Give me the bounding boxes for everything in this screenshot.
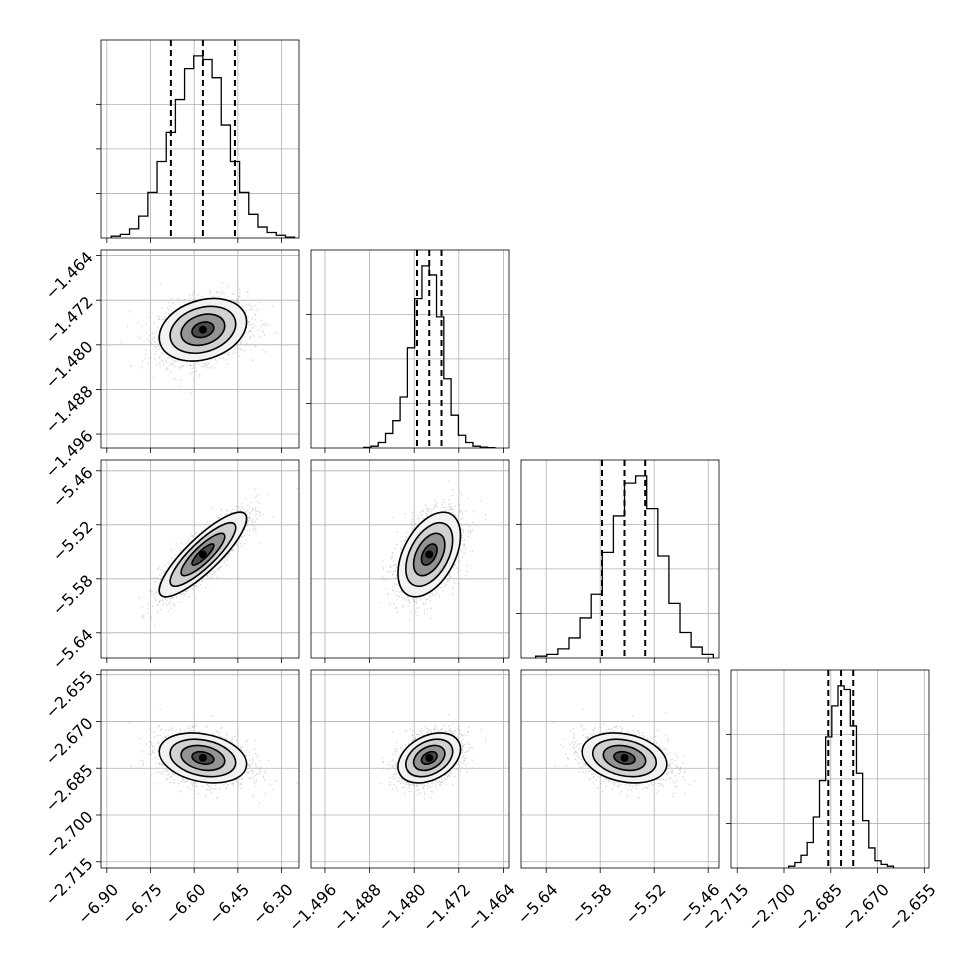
density-contours [397,732,462,784]
y-tick-label-2-0: −5.64 [49,625,97,673]
x-tick-label-0-3: −6.45 [205,880,253,928]
y-tick-label-3-1: −2.700 [41,807,96,862]
y-tick-label-2-1: −5.58 [49,571,97,619]
panel-content [788,670,895,868]
y-tick-labels: −1.496−1.488−1.480−1.472−1.464−5.64−5.58… [41,248,96,909]
panel-content [553,708,696,799]
y-tick-label-1-2: −1.480 [41,337,96,392]
x-tick-label-3-4: −2.655 [884,880,939,935]
density-peak [198,753,207,762]
panel-frame [310,669,510,869]
density-peak [198,550,207,559]
panel-content [535,460,714,658]
panel-2-2 [516,459,720,663]
histogram-0 [110,55,296,238]
panel-content [110,40,296,238]
panel-content [380,480,487,621]
panel-frame [100,249,300,449]
panel-ticks [324,658,504,663]
density-contours [158,511,248,598]
density-peak [198,325,207,334]
panel-frame [100,39,300,239]
panel-frame [310,459,510,659]
grid [311,250,509,448]
grid [101,670,299,868]
panel-background [101,40,299,238]
panel-3-3 [726,669,930,873]
y-tick-label-3-3: −2.670 [41,714,96,769]
panel-content [120,281,277,394]
panel-2-1 [310,459,510,663]
grid [101,40,299,238]
density-peak [425,753,434,762]
x-tick-label-1-2: −1.480 [374,880,429,935]
panel-frame [520,669,720,869]
panel-ticks [96,674,282,873]
panel-3-1 [310,669,510,873]
x-tick-label-1-4: −1.464 [463,880,518,935]
panel-background [521,460,719,658]
panel-ticks [96,470,282,663]
x-tick-label-2-0: −5.64 [513,880,561,928]
panel-ticks [96,103,282,243]
panel-1-0 [96,249,300,453]
y-tick-label-1-4: −1.464 [41,248,96,303]
x-tick-label-0-0: −6.90 [74,880,122,928]
panel-2-0 [96,459,300,663]
panel-content [363,250,496,448]
density-peak [425,550,434,559]
panel-ticks [324,868,504,873]
panel-frame [730,669,930,869]
x-tick-label-1-3: −1.472 [419,880,474,935]
y-tick-label-2-2: −5.52 [49,517,97,565]
panel-content [380,714,487,800]
density-contours [581,732,668,784]
panel-ticks [726,733,925,873]
density-contours [158,297,248,362]
x-tick-label-3-2: −2.685 [791,880,846,935]
y-tick-label-1-3: −1.472 [41,292,96,347]
histogram-2 [535,475,714,658]
y-tick-label-3-2: −2.685 [41,760,96,815]
x-tick-label-0-1: −6.75 [118,880,166,928]
panel-frame [100,669,300,869]
density-contours [158,732,248,784]
panel-frame [310,249,510,449]
panel-3-2 [520,669,720,873]
x-tick-label-3-1: −2.700 [744,880,799,935]
x-tick-label-3-3: −2.670 [838,880,893,935]
x-tick-label-0-2: −6.60 [161,880,209,928]
panel-ticks [306,313,504,453]
x-tick-label-1-1: −1.488 [330,880,385,935]
x-tick-label-2-2: −5.52 [621,880,669,928]
panel-ticks [545,868,709,873]
panel-background [311,250,509,448]
panel-3-0 [96,669,300,873]
panel-0-0 [96,39,300,243]
grid [521,460,719,658]
x-tick-labels: −6.90−6.75−6.60−6.45−6.30−1.496−1.488−1.… [74,880,940,935]
density-peak [620,753,629,762]
x-tick-label-2-1: −5.58 [567,880,615,928]
x-tick-label-1-0: −1.496 [285,880,340,935]
panel-frame [100,459,300,659]
panel-background [731,670,929,868]
y-tick-label-1-1: −1.488 [41,382,96,437]
panel-ticks [96,255,282,453]
panel-ticks [516,523,709,663]
density-contours [397,511,462,598]
panel-content [129,708,298,804]
panel-frame [520,459,720,659]
grid [731,670,929,868]
panel-1-1 [306,249,510,453]
panel-content [138,487,298,626]
grid [311,670,509,868]
y-tick-label-3-4: −2.655 [41,667,96,722]
